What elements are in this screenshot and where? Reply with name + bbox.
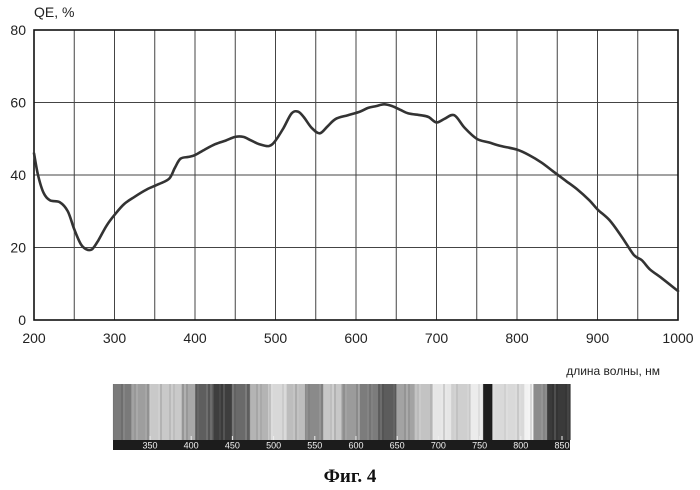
- x-tick-label: 400: [183, 330, 207, 346]
- spectrum-tick-label: 600: [348, 441, 363, 451]
- x-tick-label: 200: [22, 330, 46, 346]
- x-tick-label: 800: [505, 330, 529, 346]
- spectrum-tick-label: 750: [472, 441, 487, 451]
- y-tick-label: 80: [10, 22, 26, 38]
- spectrum-band: [396, 384, 415, 440]
- spectrum-band: [483, 384, 493, 440]
- y-tick-label: 60: [10, 95, 26, 111]
- y-tick-label: 20: [10, 240, 26, 256]
- spectrum-band: [250, 384, 269, 440]
- spectrum-tick-label: 800: [513, 441, 528, 451]
- spectrum-tick-label: 850: [554, 441, 569, 451]
- spectrum-label-band: [113, 440, 570, 450]
- x-tick-label: 700: [425, 330, 449, 346]
- chart-grid: [34, 30, 678, 320]
- spectrum-band: [360, 384, 379, 440]
- spectrum-band: [182, 384, 196, 440]
- spectrum-tick-label: 400: [184, 441, 199, 451]
- y-tick-labels: 0 20 40 60 80: [10, 22, 26, 328]
- x-tick-labels: 200 300 400 500 600 700 800 900 1000: [22, 330, 693, 346]
- x-tick-label: 900: [586, 330, 610, 346]
- y-tick-label: 40: [10, 167, 26, 183]
- spectrum-band: [469, 384, 483, 440]
- spectrum-band: [451, 384, 470, 440]
- spectrum-tick-label: 500: [266, 441, 281, 451]
- spectrum-band: [533, 384, 547, 440]
- spectrum-band: [305, 384, 324, 440]
- spectrum-tick-label: 450: [225, 441, 240, 451]
- spectrum-band: [214, 384, 233, 440]
- spectrum-tick-label: 550: [307, 441, 322, 451]
- spectrum-tick-label: 350: [142, 441, 157, 451]
- figure-caption: Фиг. 4: [0, 466, 700, 488]
- spectrum-strip: 350 400 450 500 550 600 650 700 750 800 850: [113, 384, 571, 451]
- y-tick-label: 0: [18, 312, 26, 328]
- x-axis-label: длина волны, нм: [566, 364, 660, 378]
- spectrum-band: [268, 384, 287, 440]
- spectrum-band: [150, 384, 183, 440]
- spectrum-band: [547, 384, 570, 440]
- spectrum-tick-label: 700: [431, 441, 446, 451]
- spectrum-tick-label: 650: [390, 441, 405, 451]
- x-tick-label: 500: [264, 330, 288, 346]
- x-tick-label: 600: [344, 330, 368, 346]
- spectrum-band: [131, 384, 150, 440]
- x-tick-label: 300: [103, 330, 127, 346]
- x-tick-label: 1000: [662, 330, 693, 346]
- y-axis-label: QE, %: [34, 4, 74, 20]
